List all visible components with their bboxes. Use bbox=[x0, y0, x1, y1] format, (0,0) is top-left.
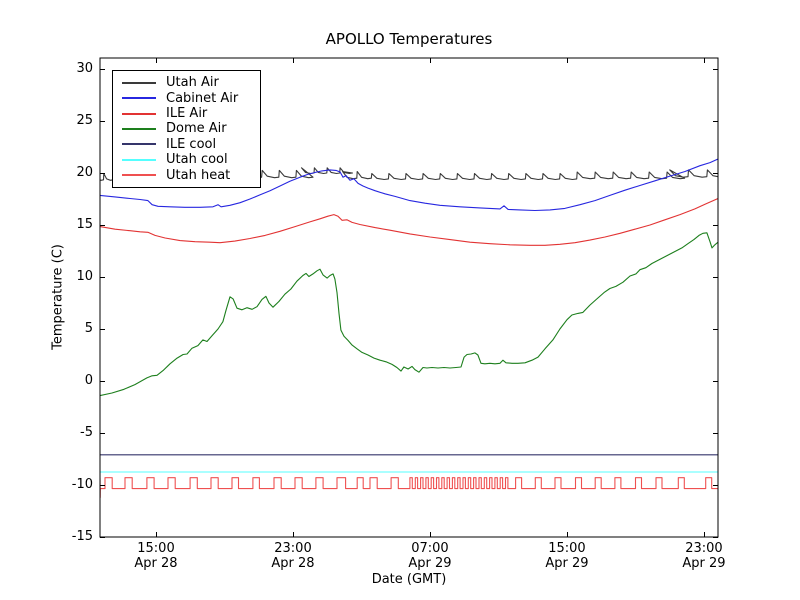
legend-line-dome-air bbox=[122, 127, 156, 130]
axes-frame bbox=[99, 57, 719, 538]
y-tick-label: 20 bbox=[76, 165, 93, 181]
legend-item-dome-air: Dome Air bbox=[122, 121, 260, 136]
x-tick-label: 23:00 Apr 29 bbox=[682, 541, 726, 571]
legend-line-ile-cool bbox=[122, 143, 156, 146]
legend-line-utah-air bbox=[122, 81, 156, 84]
legend-item-utah-air: Utah Air bbox=[122, 75, 260, 90]
x-tick-label: 15:00 Apr 29 bbox=[545, 541, 589, 571]
y-axis-label: Temperature (C) bbox=[50, 244, 66, 350]
legend-label: ILE cool bbox=[166, 136, 217, 152]
x-tick-label: 23:00 Apr 28 bbox=[271, 541, 315, 571]
y-tick-label: 5 bbox=[84, 321, 93, 336]
legend-label: Cabinet Air bbox=[166, 90, 239, 106]
legend-line-utah-heat bbox=[122, 174, 156, 177]
x-axis-label: Date (GMT) bbox=[371, 572, 447, 587]
series-ile-air bbox=[100, 197, 718, 246]
legend: Utah Air Cabinet Air ILE Air Dome Air IL… bbox=[112, 70, 261, 188]
legend-line-cabinet-air bbox=[122, 97, 156, 100]
series-cabinet-air bbox=[100, 158, 718, 212]
legend-label: Dome Air bbox=[166, 121, 227, 137]
y-tick-label: 0 bbox=[84, 373, 93, 388]
legend-label: ILE Air bbox=[166, 106, 208, 122]
y-tick-label: -5 bbox=[80, 425, 93, 440]
chart-title: APOLLO Temperatures bbox=[325, 30, 493, 48]
legend-item-cabinet-air: Cabinet Air bbox=[122, 91, 260, 106]
series-utah-heat bbox=[100, 477, 718, 499]
y-tick-label: 10 bbox=[76, 269, 93, 284]
y-tick-label: 25 bbox=[76, 113, 93, 129]
legend-label: Utah heat bbox=[166, 167, 231, 183]
legend-item-ile-air: ILE Air bbox=[122, 106, 260, 121]
legend-line-ile-air bbox=[122, 112, 156, 115]
y-tick-label: 15 bbox=[76, 217, 93, 233]
y-tick-label: -15 bbox=[71, 529, 93, 544]
series-dome-air bbox=[100, 232, 718, 397]
legend-item-utah-heat: Utah heat bbox=[122, 168, 260, 183]
y-tick-label: 30 bbox=[76, 61, 93, 77]
x-tick-label: 15:00 Apr 28 bbox=[134, 541, 178, 571]
legend-item-ile-cool: ILE cool bbox=[122, 137, 260, 152]
legend-line-utah-cool bbox=[122, 158, 156, 161]
legend-label: Utah cool bbox=[166, 152, 228, 168]
x-tick-label: 07:00 Apr 29 bbox=[408, 541, 452, 571]
legend-item-utah-cool: Utah cool bbox=[122, 152, 260, 167]
legend-label: Utah Air bbox=[166, 75, 219, 91]
y-tick-label: -10 bbox=[71, 477, 93, 492]
